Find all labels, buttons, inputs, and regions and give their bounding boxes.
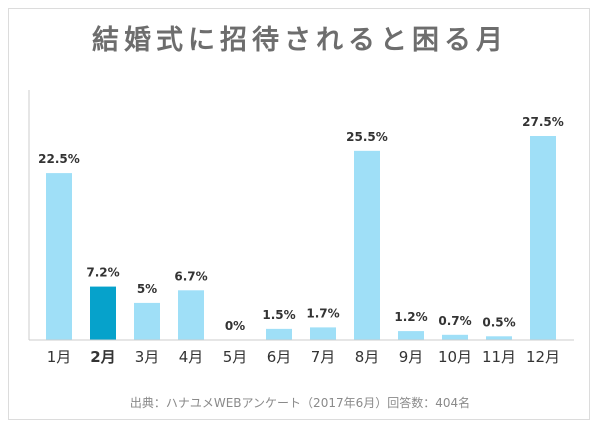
category-label-10: 10月	[438, 348, 472, 366]
bar-4	[178, 290, 204, 340]
value-label-8: 25.5%	[346, 130, 388, 144]
chart-title: 結婚式に招待されると困る月	[92, 25, 508, 56]
category-label-6: 6月	[267, 348, 292, 366]
bars-group	[46, 136, 556, 340]
bar-7	[310, 327, 336, 340]
source-note: 出典：ハナユメWEBアンケート（2017年6月）回答数：404名	[129, 396, 471, 410]
value-label-4: 6.7%	[174, 269, 207, 283]
bar-12	[530, 136, 556, 340]
category-label-3: 3月	[135, 348, 160, 366]
bar-11	[486, 336, 512, 340]
bar-2	[90, 286, 116, 340]
value-label-5: 0%	[225, 319, 245, 333]
category-label-9: 9月	[399, 348, 424, 366]
category-label-11: 11月	[482, 348, 516, 366]
category-label-7: 7月	[311, 348, 336, 366]
bar-9	[398, 331, 424, 340]
category-label-4: 4月	[179, 348, 204, 366]
category-label-12: 12月	[526, 348, 560, 366]
value-label-6: 1.5%	[262, 308, 295, 322]
bar-3	[134, 302, 160, 340]
value-label-12: 27.5%	[522, 115, 564, 129]
value-label-9: 1.2%	[394, 310, 427, 324]
category-label-2: 2月	[90, 348, 115, 366]
bar-10	[442, 334, 468, 340]
bar-8	[354, 150, 380, 340]
value-labels-group: 22.5% 7.2% 5% 6.7% 0% 1.5% 1.7% 25.5% 1.2% 0.7% 0.…	[38, 115, 564, 333]
bar-1	[46, 173, 72, 340]
value-label-11: 0.5%	[482, 315, 515, 329]
category-label-8: 8月	[355, 348, 380, 366]
category-labels-group: 1月 2月 3月 4月 5月 6月 7月 8月 9月 10月 11月 12月	[47, 348, 560, 366]
value-label-3: 5%	[137, 282, 157, 296]
value-label-10: 0.7%	[438, 314, 471, 328]
value-label-1: 22.5%	[38, 152, 80, 166]
value-label-2: 7.2%	[86, 266, 119, 280]
category-label-1: 1月	[47, 348, 72, 366]
axis-group	[28, 90, 574, 341]
category-label-5: 5月	[223, 348, 248, 366]
value-label-7: 1.7%	[306, 306, 339, 320]
bar-6	[266, 328, 292, 340]
chart-frame	[8, 8, 590, 420]
